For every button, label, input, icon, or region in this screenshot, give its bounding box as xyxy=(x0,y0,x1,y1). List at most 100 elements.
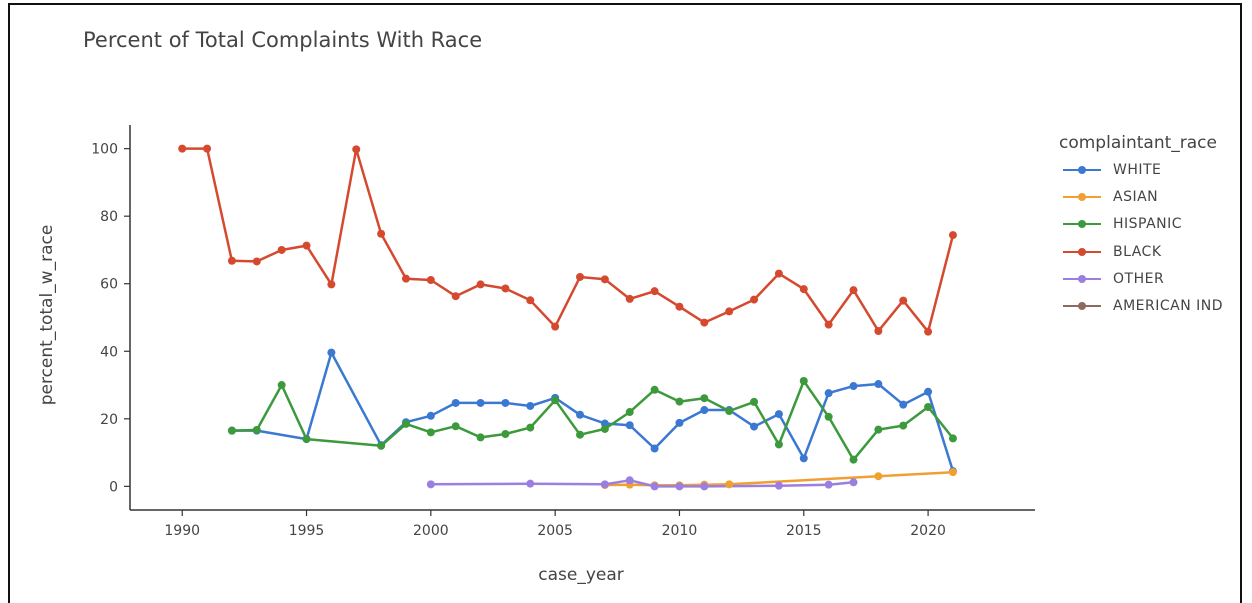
data-point-white xyxy=(799,454,808,463)
legend-label: HISPANIC xyxy=(1113,216,1183,233)
y-tick-label: 100 xyxy=(91,142,118,158)
data-point-hispanic xyxy=(302,435,311,444)
data-point-white xyxy=(849,382,858,391)
data-point-hispanic xyxy=(451,422,460,431)
data-point-black xyxy=(302,241,311,250)
data-point-black xyxy=(799,285,808,294)
legend-swatch xyxy=(1063,163,1101,177)
data-point-hispanic xyxy=(750,397,759,406)
data-point-hispanic xyxy=(551,396,560,405)
data-point-hispanic xyxy=(526,423,535,432)
data-point-white xyxy=(750,422,759,431)
data-point-black xyxy=(625,294,634,303)
legend-label: BLACK xyxy=(1113,243,1162,260)
data-point-white xyxy=(700,406,709,415)
legend-swatch xyxy=(1063,245,1101,259)
data-point-white xyxy=(899,400,908,409)
series-line-black xyxy=(182,147,955,333)
x-tick-label: 1995 xyxy=(289,523,325,539)
legend-swatch xyxy=(1063,217,1101,231)
data-point-white xyxy=(327,348,336,357)
data-point-asian xyxy=(725,480,734,489)
data-point-white xyxy=(874,380,883,389)
x-tick-label: 2000 xyxy=(413,523,449,539)
data-point-white xyxy=(451,398,460,407)
data-point-hispanic xyxy=(700,394,709,403)
legend-item-other[interactable]: OTHER xyxy=(1063,268,1164,290)
data-point-hispanic xyxy=(725,407,734,416)
data-point-black xyxy=(874,327,883,336)
data-point-black xyxy=(824,320,833,329)
data-point-white xyxy=(774,410,783,419)
data-point-hispanic xyxy=(227,426,236,435)
data-point-other xyxy=(600,480,609,489)
data-point-hispanic xyxy=(650,385,659,394)
data-point-other xyxy=(774,481,783,490)
legend-item-hispanic[interactable]: HISPANIC xyxy=(1063,213,1182,235)
legend-item-american-ind[interactable]: AMERICAN IND xyxy=(1063,295,1223,317)
data-point-black xyxy=(600,275,609,284)
data-point-black xyxy=(675,302,684,311)
x-tick-label: 2010 xyxy=(662,523,698,539)
y-tick-label: 80 xyxy=(100,209,118,225)
legend-item-white[interactable]: WHITE xyxy=(1063,159,1161,181)
data-point-other xyxy=(426,480,435,489)
data-point-black xyxy=(377,229,386,238)
data-point-white xyxy=(426,411,435,420)
data-point-black xyxy=(352,145,361,154)
data-point-asian xyxy=(874,472,883,481)
data-point-black xyxy=(451,292,460,301)
legend-swatch xyxy=(1063,272,1101,286)
data-point-black xyxy=(277,245,286,254)
data-point-hispanic xyxy=(899,421,908,430)
legend-swatch xyxy=(1063,299,1101,313)
x-tick-label: 2020 xyxy=(910,523,946,539)
legend-label: AMERICAN IND xyxy=(1113,298,1224,314)
data-point-hispanic xyxy=(576,430,585,439)
data-point-black xyxy=(924,327,933,336)
data-point-black xyxy=(725,307,734,316)
data-point-black xyxy=(476,280,485,289)
data-point-hispanic xyxy=(849,455,858,464)
legend-item-black[interactable]: BLACK xyxy=(1063,241,1162,263)
data-point-white xyxy=(924,387,933,396)
data-point-white xyxy=(526,401,535,410)
y-tick-label: 40 xyxy=(100,344,118,360)
data-point-hispanic xyxy=(874,425,883,434)
data-point-other xyxy=(675,482,684,491)
data-point-black xyxy=(426,276,435,285)
x-tick-label: 1990 xyxy=(164,523,200,539)
data-point-black xyxy=(774,269,783,278)
data-point-other xyxy=(700,482,709,491)
y-axis-label: percent_total_w_race xyxy=(37,225,57,406)
data-point-hispanic xyxy=(426,428,435,437)
x-tick-label: 2015 xyxy=(786,523,822,539)
legend-label: WHITE xyxy=(1113,162,1162,178)
data-point-black xyxy=(849,286,858,295)
series-line-hispanic xyxy=(231,379,954,461)
data-point-other xyxy=(526,479,535,488)
legend-swatch xyxy=(1063,190,1101,204)
legend-title: complaintant_race xyxy=(1059,133,1217,153)
data-point-hispanic xyxy=(924,402,933,411)
data-point-black xyxy=(401,274,410,283)
data-point-white xyxy=(576,410,585,419)
chart-title: Percent of Total Complaints With Race xyxy=(83,28,483,52)
data-point-black xyxy=(203,144,212,153)
data-point-black xyxy=(252,257,261,266)
data-point-hispanic xyxy=(799,376,808,385)
data-point-black xyxy=(576,272,585,281)
series-line-other xyxy=(430,479,854,488)
x-tick-label: 2005 xyxy=(537,523,573,539)
data-point-hispanic xyxy=(501,430,510,439)
data-point-other xyxy=(625,476,634,485)
data-point-hispanic xyxy=(625,408,634,417)
data-point-white xyxy=(675,418,684,427)
data-point-black xyxy=(650,287,659,296)
data-point-white xyxy=(476,398,485,407)
legend-item-asian[interactable]: ASIAN xyxy=(1063,186,1158,208)
data-point-hispanic xyxy=(252,425,261,434)
x-axis-label: case_year xyxy=(538,565,624,585)
data-point-black xyxy=(750,295,759,304)
data-point-hispanic xyxy=(401,419,410,428)
